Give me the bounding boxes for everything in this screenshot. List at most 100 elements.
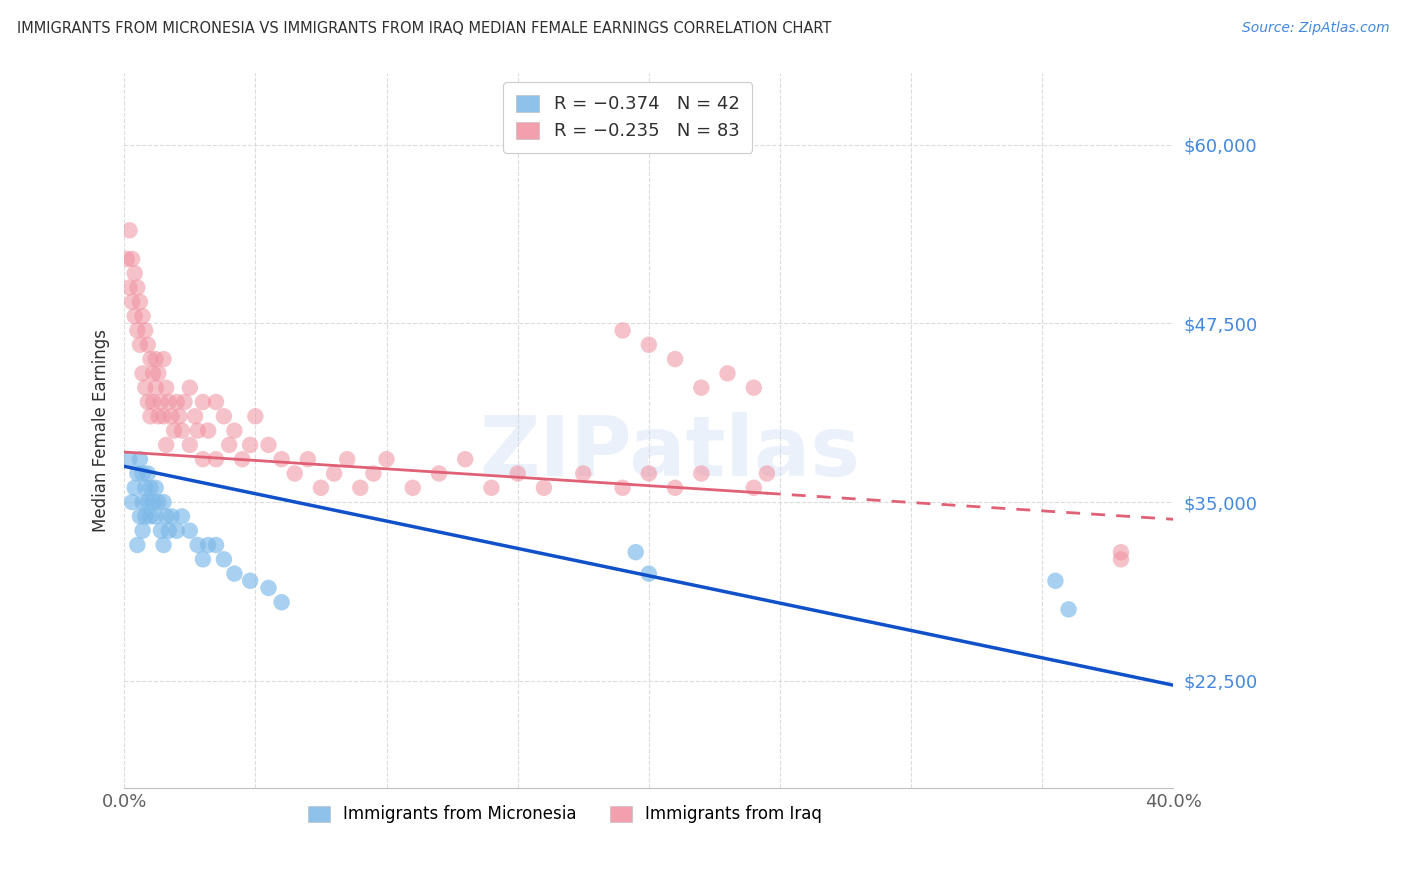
Point xyxy=(481,481,503,495)
Point xyxy=(139,509,162,524)
Point xyxy=(129,452,152,467)
Point xyxy=(454,452,477,467)
Legend: Immigrants from Micronesia, Immigrants from Iraq: Immigrants from Micronesia, Immigrants f… xyxy=(301,798,828,830)
Point xyxy=(716,367,738,381)
Point xyxy=(212,552,235,566)
Text: ZIPatlas: ZIPatlas xyxy=(479,411,860,492)
Point xyxy=(148,409,170,424)
Point xyxy=(205,452,228,467)
Point xyxy=(124,266,146,280)
Point xyxy=(136,467,159,481)
Point xyxy=(637,467,659,481)
Point xyxy=(118,223,141,237)
Point xyxy=(160,409,183,424)
Point xyxy=(309,481,332,495)
Point xyxy=(664,352,686,367)
Point xyxy=(129,509,152,524)
Point xyxy=(336,452,359,467)
Point xyxy=(1109,545,1132,559)
Point xyxy=(136,495,159,509)
Point xyxy=(205,395,228,409)
Point xyxy=(142,367,165,381)
Point xyxy=(145,481,167,495)
Point xyxy=(284,467,307,481)
Point xyxy=(239,574,262,588)
Point xyxy=(134,481,156,495)
Point xyxy=(127,467,149,481)
Point xyxy=(139,409,162,424)
Point xyxy=(139,352,162,367)
Point xyxy=(1109,552,1132,566)
Point xyxy=(118,452,141,467)
Point xyxy=(612,323,634,337)
Point xyxy=(163,424,186,438)
Point xyxy=(257,581,280,595)
Point xyxy=(127,323,149,337)
Point xyxy=(166,395,188,409)
Point xyxy=(131,367,153,381)
Point xyxy=(142,395,165,409)
Point xyxy=(139,481,162,495)
Point xyxy=(121,495,143,509)
Point xyxy=(179,381,201,395)
Point xyxy=(191,395,214,409)
Point xyxy=(129,294,152,309)
Point xyxy=(149,395,172,409)
Point xyxy=(197,424,219,438)
Point xyxy=(664,481,686,495)
Point xyxy=(131,524,153,538)
Point xyxy=(136,338,159,352)
Point xyxy=(612,481,634,495)
Point xyxy=(155,438,177,452)
Point xyxy=(136,395,159,409)
Point xyxy=(270,452,292,467)
Point xyxy=(152,352,174,367)
Text: Source: ZipAtlas.com: Source: ZipAtlas.com xyxy=(1241,21,1389,36)
Point xyxy=(118,280,141,294)
Point xyxy=(160,509,183,524)
Point xyxy=(297,452,319,467)
Point xyxy=(157,524,180,538)
Point xyxy=(148,495,170,509)
Point xyxy=(742,481,765,495)
Point xyxy=(742,381,765,395)
Point xyxy=(245,409,267,424)
Point xyxy=(149,524,172,538)
Y-axis label: Median Female Earnings: Median Female Earnings xyxy=(93,329,110,533)
Point xyxy=(145,381,167,395)
Point xyxy=(690,467,713,481)
Point xyxy=(506,467,529,481)
Point xyxy=(131,467,153,481)
Point xyxy=(152,538,174,552)
Point xyxy=(402,481,425,495)
Point xyxy=(170,509,193,524)
Text: IMMIGRANTS FROM MICRONESIA VS IMMIGRANTS FROM IRAQ MEDIAN FEMALE EARNINGS CORREL: IMMIGRANTS FROM MICRONESIA VS IMMIGRANTS… xyxy=(17,21,831,37)
Point xyxy=(173,395,195,409)
Point xyxy=(121,294,143,309)
Point xyxy=(124,481,146,495)
Point xyxy=(169,409,191,424)
Point xyxy=(124,309,146,323)
Point xyxy=(224,566,246,581)
Point xyxy=(239,438,262,452)
Point xyxy=(152,409,174,424)
Point xyxy=(755,467,778,481)
Point xyxy=(148,367,170,381)
Point xyxy=(572,467,595,481)
Point xyxy=(637,566,659,581)
Point xyxy=(191,552,214,566)
Point xyxy=(155,381,177,395)
Point xyxy=(127,538,149,552)
Point xyxy=(690,381,713,395)
Point xyxy=(187,424,209,438)
Point xyxy=(131,495,153,509)
Point xyxy=(152,495,174,509)
Point xyxy=(257,438,280,452)
Point xyxy=(179,438,201,452)
Point xyxy=(218,438,240,452)
Point xyxy=(129,338,152,352)
Point xyxy=(533,481,555,495)
Point xyxy=(179,524,201,538)
Point xyxy=(145,509,167,524)
Point xyxy=(134,323,156,337)
